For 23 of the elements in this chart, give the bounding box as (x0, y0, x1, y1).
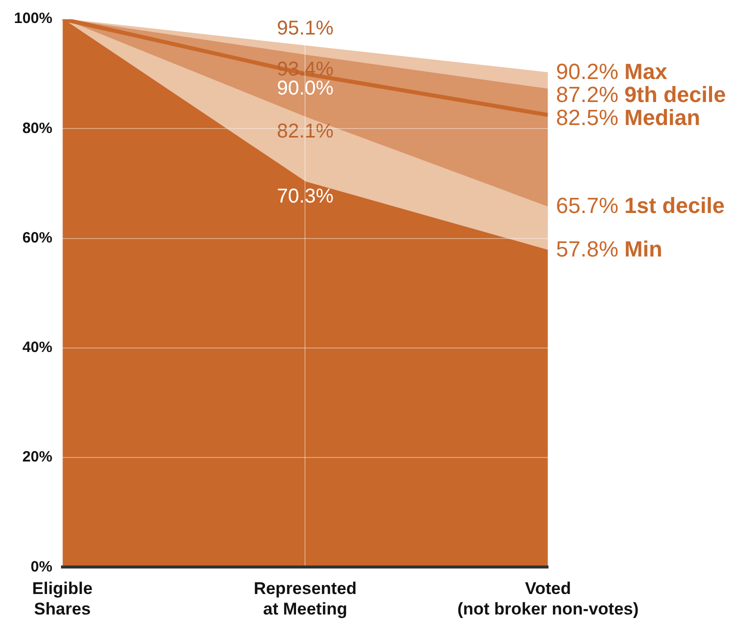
text: 9th decile (624, 82, 726, 107)
text: Min (624, 236, 662, 262)
y-tick-label: 80% (22, 120, 52, 137)
data-label: 90.0% (276, 77, 334, 100)
data-label: 82.1% (276, 120, 334, 143)
data-label: 82.5% (556, 104, 618, 130)
x-tick-label: Voted (not broker non-votes) (457, 579, 639, 618)
text: Median (624, 104, 700, 130)
data-label: 57.8% (556, 236, 618, 262)
text: Max (624, 58, 668, 84)
y-tick-label: 40% (22, 339, 52, 356)
y-tick-label: 100% (14, 10, 52, 28)
data-label: 70.3% (276, 185, 334, 208)
data-label: 87.2% (556, 82, 618, 107)
x-tick-label: Eligible Shares (32, 579, 93, 618)
data-label: 95.1% (276, 17, 334, 40)
text: 1st decile (624, 193, 725, 218)
data-label: 65.7% (556, 193, 618, 218)
data-label: 90.2% (556, 58, 618, 84)
x-tick-label: Represented at Meeting (254, 579, 357, 618)
y-tick-label: 20% (22, 448, 52, 466)
y-tick-label: 0% (30, 558, 52, 576)
y-tick-label: 60% (22, 229, 52, 246)
